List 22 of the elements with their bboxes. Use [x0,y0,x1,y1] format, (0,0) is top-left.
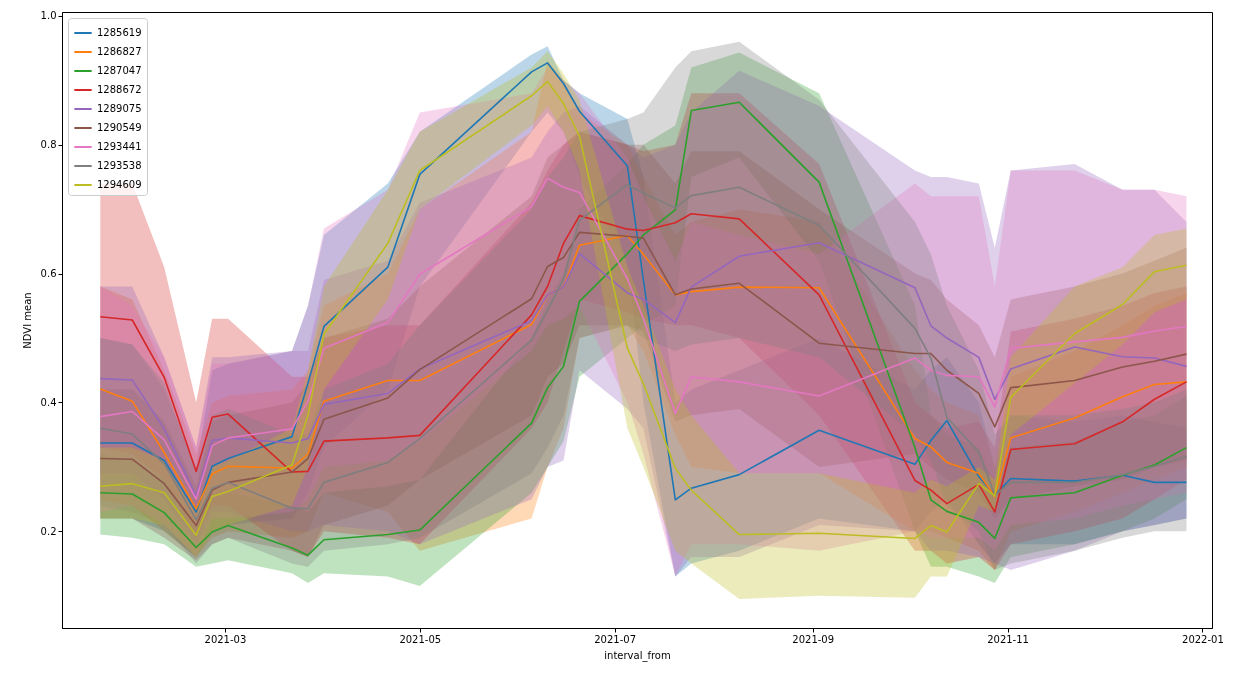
y-tick-label: 0.6 [40,268,57,280]
x-axis-title: interval_from [604,649,671,662]
legend-label: 1287047 [97,65,142,76]
y-tick-label: 0.4 [40,396,57,408]
x-tick-label: 2021-03 [204,633,247,645]
x-tick-label: 2021-05 [399,633,442,645]
y-tick-label: 1.0 [40,10,57,22]
x-tick-label: 2021-09 [792,633,835,645]
legend-label: 1290549 [97,122,142,133]
legend-label: 1285619 [97,27,142,38]
legend-label: 1293441 [97,141,142,152]
x-tick-label: 2022-01 [1182,633,1224,645]
x-tick-label: 2021-11 [987,633,1029,645]
x-tick-label: 2021-07 [594,633,637,645]
legend-label: 1293538 [97,160,142,171]
legend-label: 1286827 [97,46,142,57]
legend-label: 1289075 [97,103,142,114]
legend-label: 1288672 [97,84,142,95]
y-axis-title: NDVI mean [21,292,33,349]
y-tick-label: 0.8 [40,139,57,151]
y-tick-label: 0.2 [40,525,57,537]
legend-label: 1294609 [97,179,142,190]
